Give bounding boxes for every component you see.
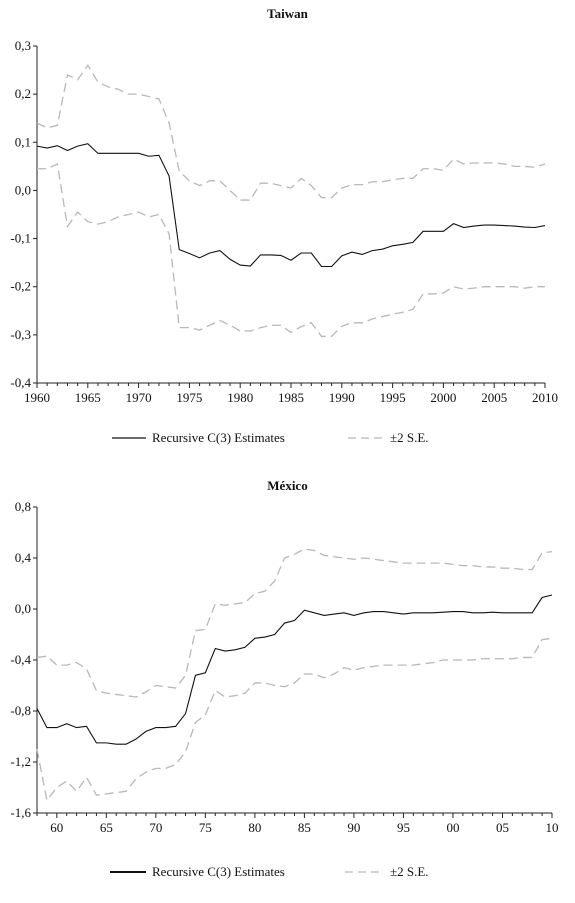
chart-1-y-tick-label: -0,1 bbox=[10, 231, 31, 246]
chart-1-x-tick-label: 1965 bbox=[75, 390, 101, 405]
chart-1-x-tick-label: 2010 bbox=[532, 390, 558, 405]
chart-2-x-tick-label: 80 bbox=[248, 820, 261, 835]
chart-1-y-tick-label: 0,1 bbox=[15, 134, 31, 149]
chart-1-estimate-line bbox=[36, 143, 546, 268]
chart-2-y-tick-label: 0,8 bbox=[15, 499, 31, 514]
chart-1-y-tick-label: 0,0 bbox=[15, 182, 31, 197]
chart-2-y-tick-label: -1,6 bbox=[10, 805, 31, 820]
chart-title-taiwan: Taiwan bbox=[267, 6, 308, 21]
chart-1-y-tick-label: -0,4 bbox=[10, 375, 31, 390]
chart-1-x-tick-label: 1995 bbox=[380, 390, 406, 405]
chart-2-x-tick-label: 65 bbox=[100, 820, 113, 835]
chart-2-y-tick-label: -0,8 bbox=[10, 703, 31, 718]
chart-2-y-tick-label: -1,2 bbox=[10, 754, 31, 769]
chart-2-x-tick-label: 10 bbox=[546, 820, 559, 835]
chart-1-x-tick-label: 1975 bbox=[176, 390, 202, 405]
chart-2-y-tick-label: -0,4 bbox=[10, 652, 31, 667]
chart-1-y-tick-label: 0,2 bbox=[15, 86, 31, 101]
chart-1-x-tick-label: 1980 bbox=[227, 390, 253, 405]
chart-2-x-tick-label: 90 bbox=[347, 820, 360, 835]
chart-1-y-tick-label: 0,3 bbox=[15, 38, 31, 53]
chart-title-mexico: México bbox=[267, 478, 308, 493]
chart-2-x-tick-label: 95 bbox=[397, 820, 410, 835]
chart-2-y-tick-label: 0,0 bbox=[15, 601, 31, 616]
chart-1-x-tick-label: 2000 bbox=[430, 390, 456, 405]
chart-2-x-tick-label: 00 bbox=[446, 820, 459, 835]
chart-2-legend-label-se: ±2 S.E. bbox=[390, 864, 429, 879]
chart-1-x-tick-label: 1990 bbox=[329, 390, 355, 405]
chart-2-estimate-line bbox=[36, 594, 553, 745]
chart-1-se-band-line bbox=[37, 162, 545, 337]
chart-1-x-tick-label: 1960 bbox=[24, 390, 50, 405]
chart-2-y-tick-label: 0,4 bbox=[15, 550, 32, 565]
chart-1-y-tick-label: -0,3 bbox=[10, 327, 31, 342]
chart-1-legend-label-se: ±2 S.E. bbox=[390, 430, 429, 445]
chart-1-se-band-line bbox=[36, 64, 546, 201]
chart-2-x-tick-label: 05 bbox=[496, 820, 509, 835]
chart-1-x-tick-label: 1985 bbox=[278, 390, 304, 405]
chart-2-x-tick-label: 60 bbox=[50, 820, 63, 835]
chart-1-x-tick-label: 1970 bbox=[126, 390, 152, 405]
chart-2-legend-label-estimates: Recursive C(3) Estimates bbox=[152, 864, 285, 879]
chart-2-x-tick-label: 75 bbox=[199, 820, 212, 835]
chart-1-x-tick-label: 2005 bbox=[481, 390, 507, 405]
chart-2-x-tick-label: 85 bbox=[298, 820, 311, 835]
chart-2-x-tick-label: 70 bbox=[149, 820, 162, 835]
chart-1-y-tick-label: -0,2 bbox=[10, 279, 31, 294]
chart-2-se-band-line bbox=[36, 637, 553, 802]
chart-1-legend-label-estimates: Recursive C(3) Estimates bbox=[152, 430, 285, 445]
chart-2-se-band-line bbox=[36, 548, 553, 698]
